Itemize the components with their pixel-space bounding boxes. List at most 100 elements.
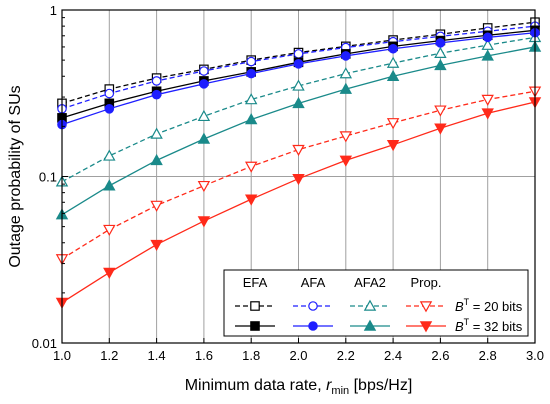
data-point (244, 194, 258, 206)
data-point (434, 123, 447, 135)
x-tick-label: 2.4 (384, 348, 402, 363)
data-point (386, 140, 400, 152)
data-point (386, 118, 400, 130)
y-tick-label: 0.01 (32, 336, 57, 351)
series-afa-32bits (57, 27, 540, 130)
data-point (244, 93, 258, 105)
x-tick-label: 2.2 (337, 348, 355, 363)
x-axis-label-unit: [bps/Hz] (349, 377, 412, 394)
data-point (434, 58, 447, 71)
x-tick-label: 2.6 (431, 348, 449, 363)
legend-sample-marker (250, 301, 260, 311)
legend-sample (350, 299, 390, 311)
data-point (197, 132, 211, 144)
data-point (244, 113, 258, 125)
legend-sample-marker (363, 319, 377, 331)
legend-column-header: EFA (243, 275, 268, 290)
data-point (292, 144, 305, 157)
legend-column-header: Prop. (410, 275, 441, 290)
data-point (150, 127, 163, 139)
y-tick-label: 0.1 (39, 170, 57, 185)
series-line (61, 90, 536, 260)
legend-sample-marker (308, 301, 318, 311)
legend-sample (293, 321, 333, 331)
x-axis-label-text: Minimum data rate, (185, 377, 326, 394)
data-point (292, 79, 305, 91)
data-point (103, 179, 116, 191)
data-point (339, 82, 353, 94)
data-point (199, 66, 209, 76)
y-tick-label: 1 (50, 3, 57, 18)
data-point (386, 56, 400, 68)
legend-row-label: BT = 32 bits (455, 317, 523, 334)
data-point (197, 180, 211, 193)
x-tick-label: 2.0 (289, 348, 307, 363)
legend-sample (406, 301, 446, 313)
data-point (339, 67, 353, 79)
data-point (151, 76, 162, 86)
data-point (197, 109, 211, 122)
data-point (388, 43, 398, 54)
data-point (246, 56, 256, 67)
data-point (244, 161, 258, 173)
legend-sample-marker (419, 321, 433, 333)
legend-sample (350, 319, 390, 331)
data-point (292, 96, 305, 109)
ticks: 1.0 1.2 1.4 1.6 1.8 2.0 2.2 2.4 2.6 2.8 3.0 0.01 0.1… (32, 3, 544, 363)
legend: EFA AFA AFA2 Prop. BT = 20 bits BT = 32 bits (223, 269, 529, 337)
legend-column-header: AFA (301, 275, 326, 290)
data-point (246, 68, 256, 79)
data-point (481, 38, 494, 50)
x-axis-label-symbol: r (326, 377, 332, 394)
legend-sample (235, 301, 275, 311)
data-point (339, 155, 353, 167)
legend-column-header: AFA2 (354, 275, 386, 290)
data-point (199, 79, 209, 89)
x-tick-label: 1.4 (148, 348, 166, 363)
data-point (104, 88, 115, 99)
data-point (150, 239, 163, 252)
data-point (434, 105, 447, 117)
x-tick-label: 3.0 (526, 348, 544, 363)
data-point (339, 131, 353, 143)
x-tick-label: 1.0 (53, 348, 71, 363)
data-point (481, 108, 494, 120)
data-point (150, 200, 163, 212)
legend-sample-marker (308, 321, 318, 331)
data-point (293, 49, 304, 59)
data-point (481, 49, 494, 61)
data-point (386, 69, 400, 82)
data-point (482, 32, 493, 43)
data-point (435, 38, 446, 48)
data-point (151, 89, 162, 100)
data-point (103, 267, 116, 279)
legend-sample-marker (250, 321, 260, 331)
data-point (150, 153, 163, 166)
legend-sample (293, 301, 333, 311)
x-axis-label-subscript: min (331, 385, 349, 397)
legend-sample-marker (363, 299, 377, 311)
y-axis-label: Outage probability of SUs (7, 85, 24, 267)
data-point (340, 51, 351, 61)
x-axis-label: Minimum data rate, rmin [bps/Hz] (185, 377, 413, 397)
series-prop-20bits (55, 86, 542, 266)
data-point (197, 216, 211, 228)
data-point (434, 46, 447, 58)
data-point (293, 59, 304, 69)
data-point (481, 94, 494, 106)
legend-sample-marker (419, 301, 433, 313)
legend-sample (406, 321, 446, 333)
x-tick-label: 2.8 (479, 348, 497, 363)
legend-sample (235, 321, 275, 331)
legend-box (223, 269, 529, 337)
data-point (292, 173, 305, 186)
x-tick-label: 1.2 (100, 348, 118, 363)
series-line (61, 36, 536, 183)
legend-row-label: BT = 20 bits (455, 297, 523, 314)
data-point (103, 149, 116, 161)
data-point (104, 104, 115, 114)
data-point (103, 224, 116, 237)
x-tick-label: 1.6 (195, 348, 213, 363)
x-tick-label: 1.8 (242, 348, 260, 363)
